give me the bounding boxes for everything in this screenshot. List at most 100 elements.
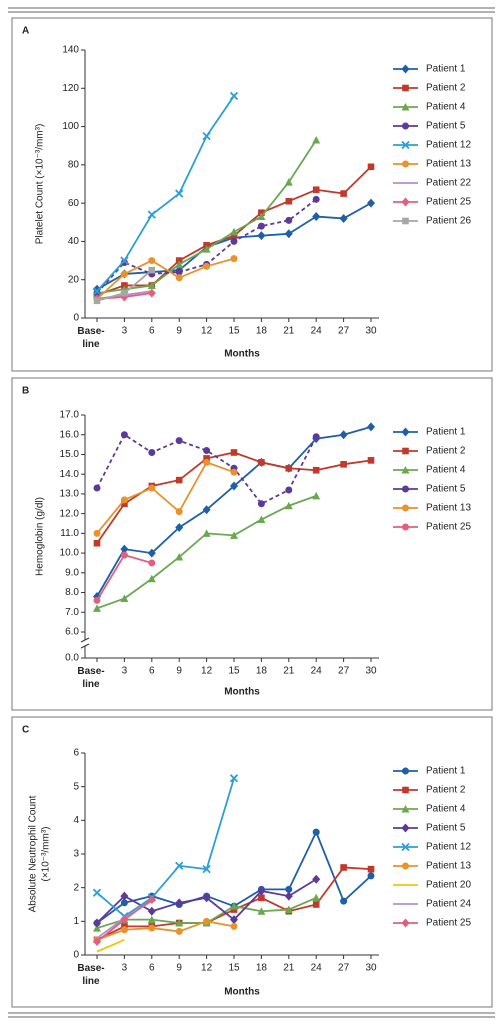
y-tick-label: 15.0	[60, 449, 80, 460]
axis-break	[80, 637, 90, 643]
marker	[120, 544, 129, 554]
marker	[339, 213, 348, 223]
marker	[120, 926, 128, 934]
marker	[340, 864, 347, 871]
marker	[402, 767, 409, 775]
marker	[147, 906, 156, 916]
series-line	[96, 433, 318, 505]
legend-label: Patient 12	[426, 842, 471, 853]
x-tick-label: 15	[228, 666, 240, 677]
y-tick-label: 80	[68, 159, 80, 170]
marker	[230, 902, 238, 910]
marker	[402, 84, 409, 92]
marker	[230, 468, 238, 476]
legend-label: Patient 2	[426, 785, 466, 796]
marker	[284, 891, 293, 901]
marker	[230, 922, 238, 930]
marker	[175, 189, 184, 198]
marker	[340, 190, 347, 197]
marker	[175, 861, 184, 870]
marker	[120, 551, 128, 559]
marker	[402, 504, 409, 512]
marker	[175, 476, 183, 484]
x-tick-label: 27	[338, 326, 350, 337]
marker	[367, 163, 375, 171]
marker	[367, 872, 375, 880]
x-tick-label: 3	[122, 963, 128, 974]
y-axis-title: Hemoglobin (g/dl)	[35, 497, 46, 576]
marker	[402, 217, 409, 225]
legend-label: Patient 2	[426, 446, 466, 457]
x-tick-label: Base-line	[77, 963, 104, 987]
marker	[229, 774, 239, 783]
marker	[230, 255, 238, 263]
series-line	[96, 202, 372, 291]
series-line	[96, 777, 235, 918]
marker	[202, 529, 211, 537]
marker	[312, 186, 320, 194]
legend-label: Patient 26	[426, 216, 471, 227]
marker	[120, 431, 128, 439]
marker	[230, 481, 238, 491]
marker	[312, 828, 320, 836]
x-tick-label: 30	[365, 666, 377, 677]
y-tick-label: 7.0	[65, 607, 79, 618]
marker	[312, 433, 320, 441]
x-tick-label: 6	[149, 666, 155, 677]
marker	[202, 245, 211, 253]
marker	[120, 899, 128, 907]
x-tick-label: 27	[338, 666, 350, 677]
marker	[257, 212, 266, 221]
marker	[93, 924, 101, 932]
y-tick-label: 120	[62, 83, 79, 94]
legend-label: Patient 5	[426, 484, 466, 495]
x-tick-label: 15	[228, 963, 240, 974]
legend-label: Patient 1	[426, 64, 466, 75]
marker	[120, 496, 128, 504]
marker	[284, 178, 293, 186]
marker	[147, 288, 156, 298]
marker	[120, 270, 128, 278]
series-line	[96, 95, 235, 292]
marker	[175, 522, 184, 532]
y-tick-label: 6.0	[65, 627, 79, 638]
marker	[147, 574, 156, 583]
x-axis-title: Months	[224, 349, 260, 360]
panel-label: C	[22, 725, 29, 736]
marker	[340, 461, 347, 468]
marker	[120, 891, 129, 901]
x-tick-label: 12	[201, 963, 213, 974]
marker	[339, 430, 348, 440]
marker	[203, 262, 211, 270]
marker	[257, 886, 266, 896]
marker	[401, 197, 410, 207]
legend-label: Patient 13	[426, 503, 471, 514]
marker	[367, 865, 375, 873]
marker	[401, 466, 410, 474]
x-tick-label: 9	[176, 326, 182, 337]
x-tick-label: 12	[201, 666, 213, 677]
marker	[203, 917, 211, 925]
marker	[175, 274, 183, 282]
x-tick-label: 24	[311, 666, 323, 677]
marker	[401, 823, 410, 833]
series-line	[96, 920, 235, 941]
legend-label: Patient 5	[426, 121, 466, 132]
marker	[257, 907, 266, 915]
marker	[401, 103, 410, 111]
marker	[93, 604, 101, 612]
marker	[175, 919, 184, 927]
x-axis-title: Months	[224, 687, 260, 698]
panel-label: A	[22, 26, 29, 37]
marker	[312, 212, 321, 222]
legend-label: Patient 13	[426, 861, 471, 872]
marker	[401, 427, 410, 437]
y-tick-label: 8.0	[65, 587, 79, 598]
series-line	[96, 939, 125, 953]
marker	[312, 195, 320, 203]
marker	[202, 865, 211, 874]
marker	[93, 937, 101, 947]
x-tick-label: 27	[338, 963, 350, 974]
y-tick-label: 10.0	[60, 548, 80, 559]
marker	[175, 437, 183, 445]
